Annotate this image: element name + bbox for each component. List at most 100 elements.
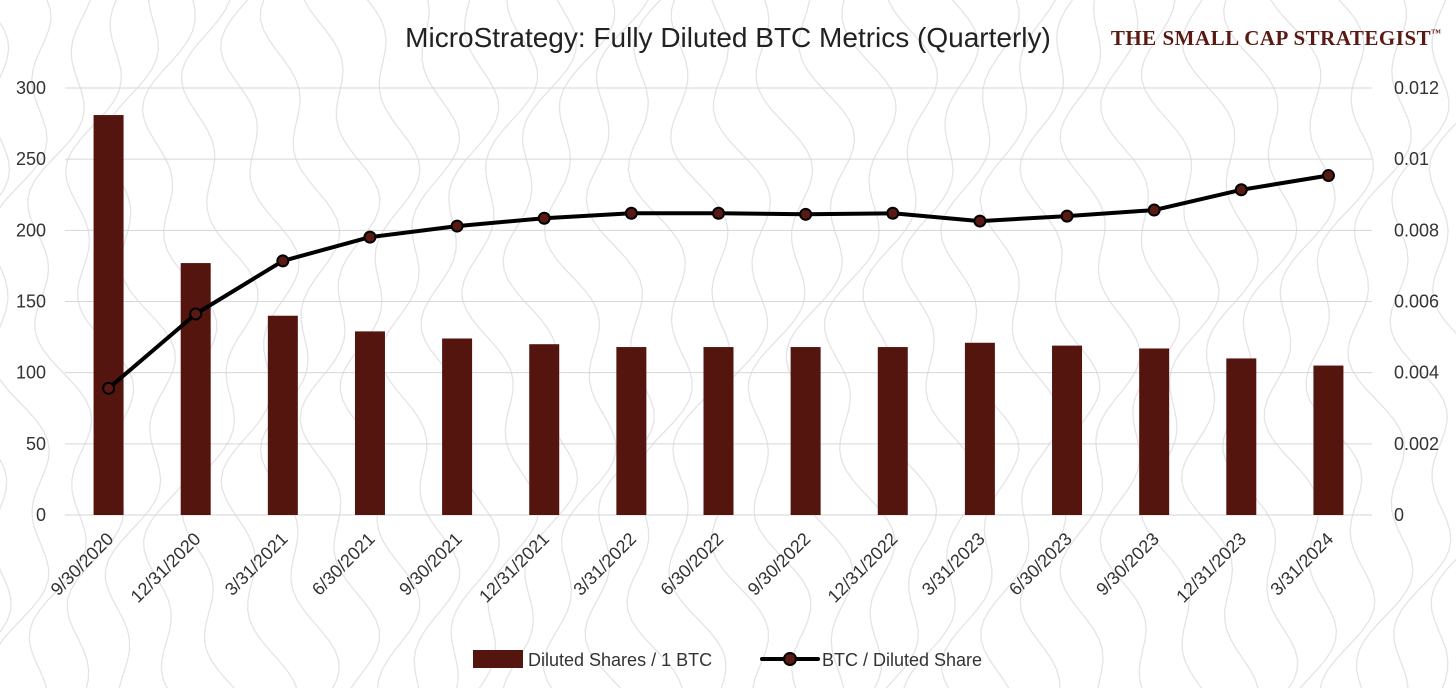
x-axis-tick-label: 6/30/2022 xyxy=(657,529,728,600)
chart-title: MicroStrategy: Fully Diluted BTC Metrics… xyxy=(405,22,1051,53)
bar xyxy=(964,342,995,515)
contour-line xyxy=(1019,0,1101,688)
bar xyxy=(616,347,647,515)
contour-line xyxy=(626,0,693,688)
line-point xyxy=(1060,209,1074,223)
contour-line xyxy=(1059,0,1141,688)
contour-line xyxy=(1180,0,1259,688)
line-point xyxy=(886,206,900,220)
legend-bar-label: Diluted Shares / 1 BTC xyxy=(528,650,712,670)
line-point xyxy=(973,214,987,228)
right-axis-tick-label: 0.01 xyxy=(1394,149,1429,169)
legend-line-label: BTC / Diluted Share xyxy=(822,650,982,670)
contour-line xyxy=(27,0,93,688)
x-axis-tick-label: 12/31/2022 xyxy=(824,529,902,607)
bar xyxy=(267,315,298,515)
brand-logo: THE SMALL CAP STRATEGIST™ xyxy=(1111,26,1441,50)
x-axis-tick-label: 9/30/2022 xyxy=(744,529,815,600)
contour-line xyxy=(180,0,259,688)
left-axis-ticks: 0 50 100 150 200 250 300 xyxy=(16,78,46,525)
line-point xyxy=(712,206,725,220)
contour-line xyxy=(1222,0,1299,688)
left-axis-tick-label: 50 xyxy=(26,434,46,454)
contour-line xyxy=(0,0,52,646)
contour-line xyxy=(1263,0,1338,688)
line-point xyxy=(189,307,203,321)
right-axis-tick-label: 0.008 xyxy=(1394,220,1439,240)
bar xyxy=(1052,345,1083,515)
bar xyxy=(790,347,821,515)
bar xyxy=(354,331,385,515)
bar xyxy=(529,344,560,515)
contour-line xyxy=(420,0,500,688)
contour-line xyxy=(1305,0,1376,688)
line-point xyxy=(537,211,551,225)
bar xyxy=(180,263,211,515)
x-axis-tick-label: 12/31/2021 xyxy=(475,529,553,607)
left-axis-tick-label: 250 xyxy=(16,149,46,169)
contour-line xyxy=(709,0,772,688)
left-axis-tick-label: 100 xyxy=(16,363,46,383)
line-point xyxy=(276,254,290,268)
contour-line xyxy=(1099,0,1181,688)
contour-line xyxy=(1389,0,1452,688)
x-axis-tick-label: 12/31/2023 xyxy=(1172,529,1250,607)
right-axis-tick-label: 0.002 xyxy=(1394,434,1439,454)
right-axis-tick-label: 0 xyxy=(1394,505,1404,525)
contour-line xyxy=(502,0,579,688)
bar xyxy=(877,347,908,515)
contour-line xyxy=(785,0,856,688)
contour-line xyxy=(824,0,897,688)
contour-line xyxy=(141,0,218,688)
bar xyxy=(442,338,473,515)
contour-line xyxy=(901,0,979,688)
right-axis-tick-label: 0.004 xyxy=(1394,363,1439,383)
line-point xyxy=(1321,169,1335,183)
bar xyxy=(1313,365,1344,515)
line-point xyxy=(450,219,464,233)
contour-line xyxy=(747,0,814,688)
contour-line xyxy=(103,0,177,688)
line-point xyxy=(624,206,638,220)
bar xyxy=(1226,358,1257,515)
line-point xyxy=(1147,203,1161,217)
line-point xyxy=(363,230,377,244)
contour-line xyxy=(862,0,939,688)
left-axis-tick-label: 0 xyxy=(36,505,46,525)
x-axis-tick-label: 3/31/2021 xyxy=(221,529,292,600)
line-point xyxy=(799,207,813,221)
x-axis-ticks: 9/30/2020 12/31/2020 3/31/2021 6/30/2021 9/3… xyxy=(47,529,1338,607)
bar xyxy=(703,347,734,515)
left-axis-tick-label: 150 xyxy=(16,292,46,312)
left-axis-tick-label: 200 xyxy=(16,220,46,240)
right-axis-ticks: 0 0.002 0.004 0.006 0.008 0.01 0.012 xyxy=(1394,78,1439,525)
line-series-btc-per-share xyxy=(102,169,1335,395)
right-axis-tick-label: 0.006 xyxy=(1394,292,1439,312)
contour-line xyxy=(668,0,731,688)
bar-series-diluted-shares xyxy=(93,115,1344,515)
line-point xyxy=(1234,183,1248,197)
left-axis-tick-label: 300 xyxy=(16,78,46,98)
contour-line xyxy=(543,0,617,688)
right-axis-tick-label: 0.012 xyxy=(1394,78,1439,98)
x-axis-tick-label: 6/30/2021 xyxy=(308,529,379,600)
contour-line xyxy=(299,0,381,688)
bar xyxy=(93,115,124,515)
contour-line xyxy=(1347,0,1414,688)
contour-line xyxy=(0,21,12,633)
x-axis-tick-label: 3/31/2024 xyxy=(1266,529,1337,600)
legend: Diluted Shares / 1 BTC BTC / Diluted Sha… xyxy=(473,650,982,670)
line-point xyxy=(102,381,116,395)
contour-line xyxy=(979,0,1061,688)
bar xyxy=(1139,348,1170,515)
legend-bar-swatch xyxy=(473,650,523,668)
contour-line xyxy=(259,0,341,688)
legend-line-marker xyxy=(783,652,797,666)
contour-line xyxy=(220,0,300,688)
contour-line xyxy=(1428,122,1456,688)
contour-line xyxy=(1140,0,1220,688)
contour-line xyxy=(584,0,655,688)
contour-line xyxy=(461,0,540,688)
